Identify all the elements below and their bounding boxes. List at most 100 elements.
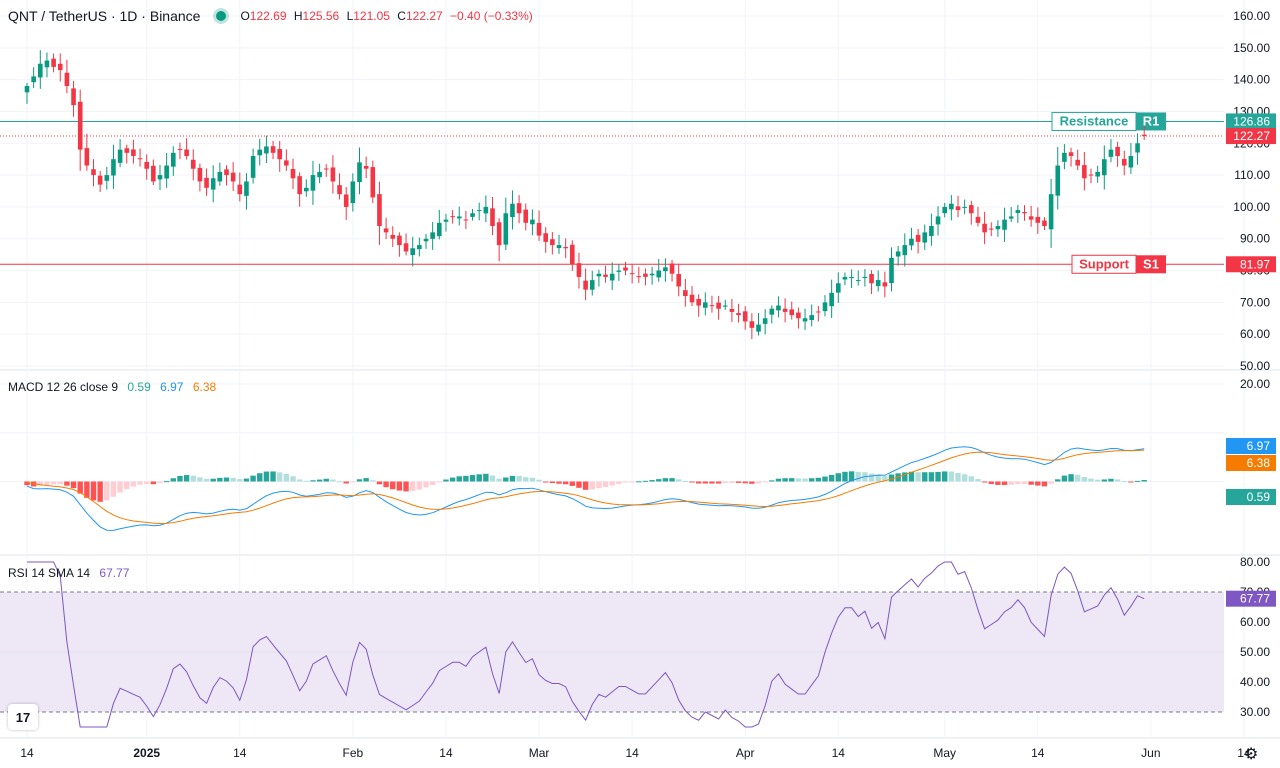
candle [523, 203, 529, 231]
candle [44, 52, 50, 78]
macd-hist-bar [1128, 481, 1134, 483]
candle-body [476, 210, 482, 212]
macd-hist-bar [676, 479, 682, 482]
candle-body [450, 216, 455, 218]
candle [762, 309, 768, 335]
candle [1082, 152, 1087, 191]
macd-legend[interactable]: MACD 12 26 close 9 0.59 6.97 6.38 [8, 380, 216, 394]
level-price-label: 126.86 [1233, 114, 1270, 128]
candle-body [24, 86, 30, 93]
macd-hist-bar [908, 471, 915, 482]
macd-hist-bar [922, 472, 928, 482]
candle-body [1128, 156, 1134, 168]
candle [38, 50, 43, 89]
rsi-tick-label: 80.00 [1240, 555, 1270, 569]
macd-hist-bar [1021, 481, 1028, 485]
candle-body [1062, 152, 1067, 162]
tradingview-logo-icon[interactable]: 17 [8, 704, 38, 730]
candle [882, 271, 888, 298]
candle [483, 195, 489, 223]
macd-hist-bar [503, 477, 509, 482]
macd-pane [24, 446, 1147, 531]
candle-body [729, 308, 735, 312]
candle [84, 133, 90, 171]
candle [151, 159, 156, 185]
macd-hist-bar [569, 481, 575, 486]
candle [1128, 143, 1134, 174]
level-price-badge [1226, 256, 1276, 273]
candle [862, 269, 868, 287]
candle [962, 199, 967, 215]
candle-body [244, 181, 249, 196]
candle [476, 202, 482, 221]
candle-body [722, 305, 728, 307]
candle-body [177, 149, 183, 151]
rsi-legend[interactable]: RSI 14 SMA 14 67.77 [8, 566, 129, 580]
level-name-label: Support [1079, 256, 1129, 271]
x-tick-label: Apr [736, 746, 755, 760]
candle [290, 158, 296, 189]
symbol-legend: QNT / TetherUS · 1D · Binance O122.69 H1… [8, 8, 537, 24]
gear-icon[interactable]: ⚙ [1244, 746, 1259, 763]
candle-body [1055, 165, 1061, 196]
candle-body [164, 165, 169, 179]
candle [603, 265, 608, 283]
candle-body [942, 206, 947, 214]
rsi-value: 67.77 [99, 566, 130, 580]
candle [443, 213, 449, 232]
candle [1102, 145, 1107, 190]
candle [729, 298, 735, 322]
macd-hist-bar [1081, 477, 1088, 482]
macd-hist-bar [24, 481, 30, 486]
candle-body [762, 318, 768, 324]
candle [1141, 125, 1147, 140]
macd-hist-bar [882, 476, 888, 482]
macd-hist-bar [423, 481, 429, 488]
macd-hist-bar [902, 472, 908, 482]
candle [616, 264, 622, 281]
macd-hist-bar [223, 477, 230, 482]
low-label: L [346, 9, 354, 23]
symbol-title[interactable]: QNT / TetherUS · 1D · Binance [8, 8, 201, 24]
macd-hist-bar [576, 481, 582, 488]
candle-body [410, 248, 415, 256]
macd-hist-bar [695, 481, 702, 484]
candle-body [111, 159, 116, 176]
macd-hist-bar [483, 473, 489, 482]
macd-hist-bar [835, 473, 841, 482]
current-price-label: 122.27 [1233, 129, 1270, 143]
candle-body [423, 238, 429, 242]
candle [377, 181, 382, 245]
candle-body [77, 101, 83, 150]
candle-body [417, 245, 422, 250]
candle [383, 217, 389, 240]
macd-hist-bar [961, 474, 968, 482]
candle [609, 262, 615, 291]
candle-body [935, 216, 941, 225]
candle-body [1015, 210, 1021, 213]
macd-hist-bar [429, 481, 436, 485]
candle [935, 206, 941, 236]
candle-body [184, 149, 189, 156]
candle [270, 140, 276, 160]
candle [929, 213, 934, 246]
macd-hist-bar [1055, 479, 1061, 482]
candle-body [583, 280, 588, 290]
macd-hist-bar [90, 481, 97, 501]
candle-body [636, 276, 642, 278]
macd-hist-bar [150, 481, 157, 485]
candle-body [343, 194, 349, 207]
candle-body [749, 321, 755, 328]
macd-hist-bar [656, 479, 662, 482]
level-name-label: Resistance [1060, 113, 1129, 128]
candle-body [909, 238, 914, 246]
candle-body [1088, 174, 1094, 176]
macd-hist-bar [642, 480, 649, 482]
candle-body [962, 206, 967, 208]
x-tick-label: 14 [1031, 746, 1045, 760]
macd-value-badge [1226, 489, 1276, 505]
candle-body [816, 311, 821, 313]
close-label: C [397, 9, 406, 23]
candle-body [270, 146, 276, 153]
